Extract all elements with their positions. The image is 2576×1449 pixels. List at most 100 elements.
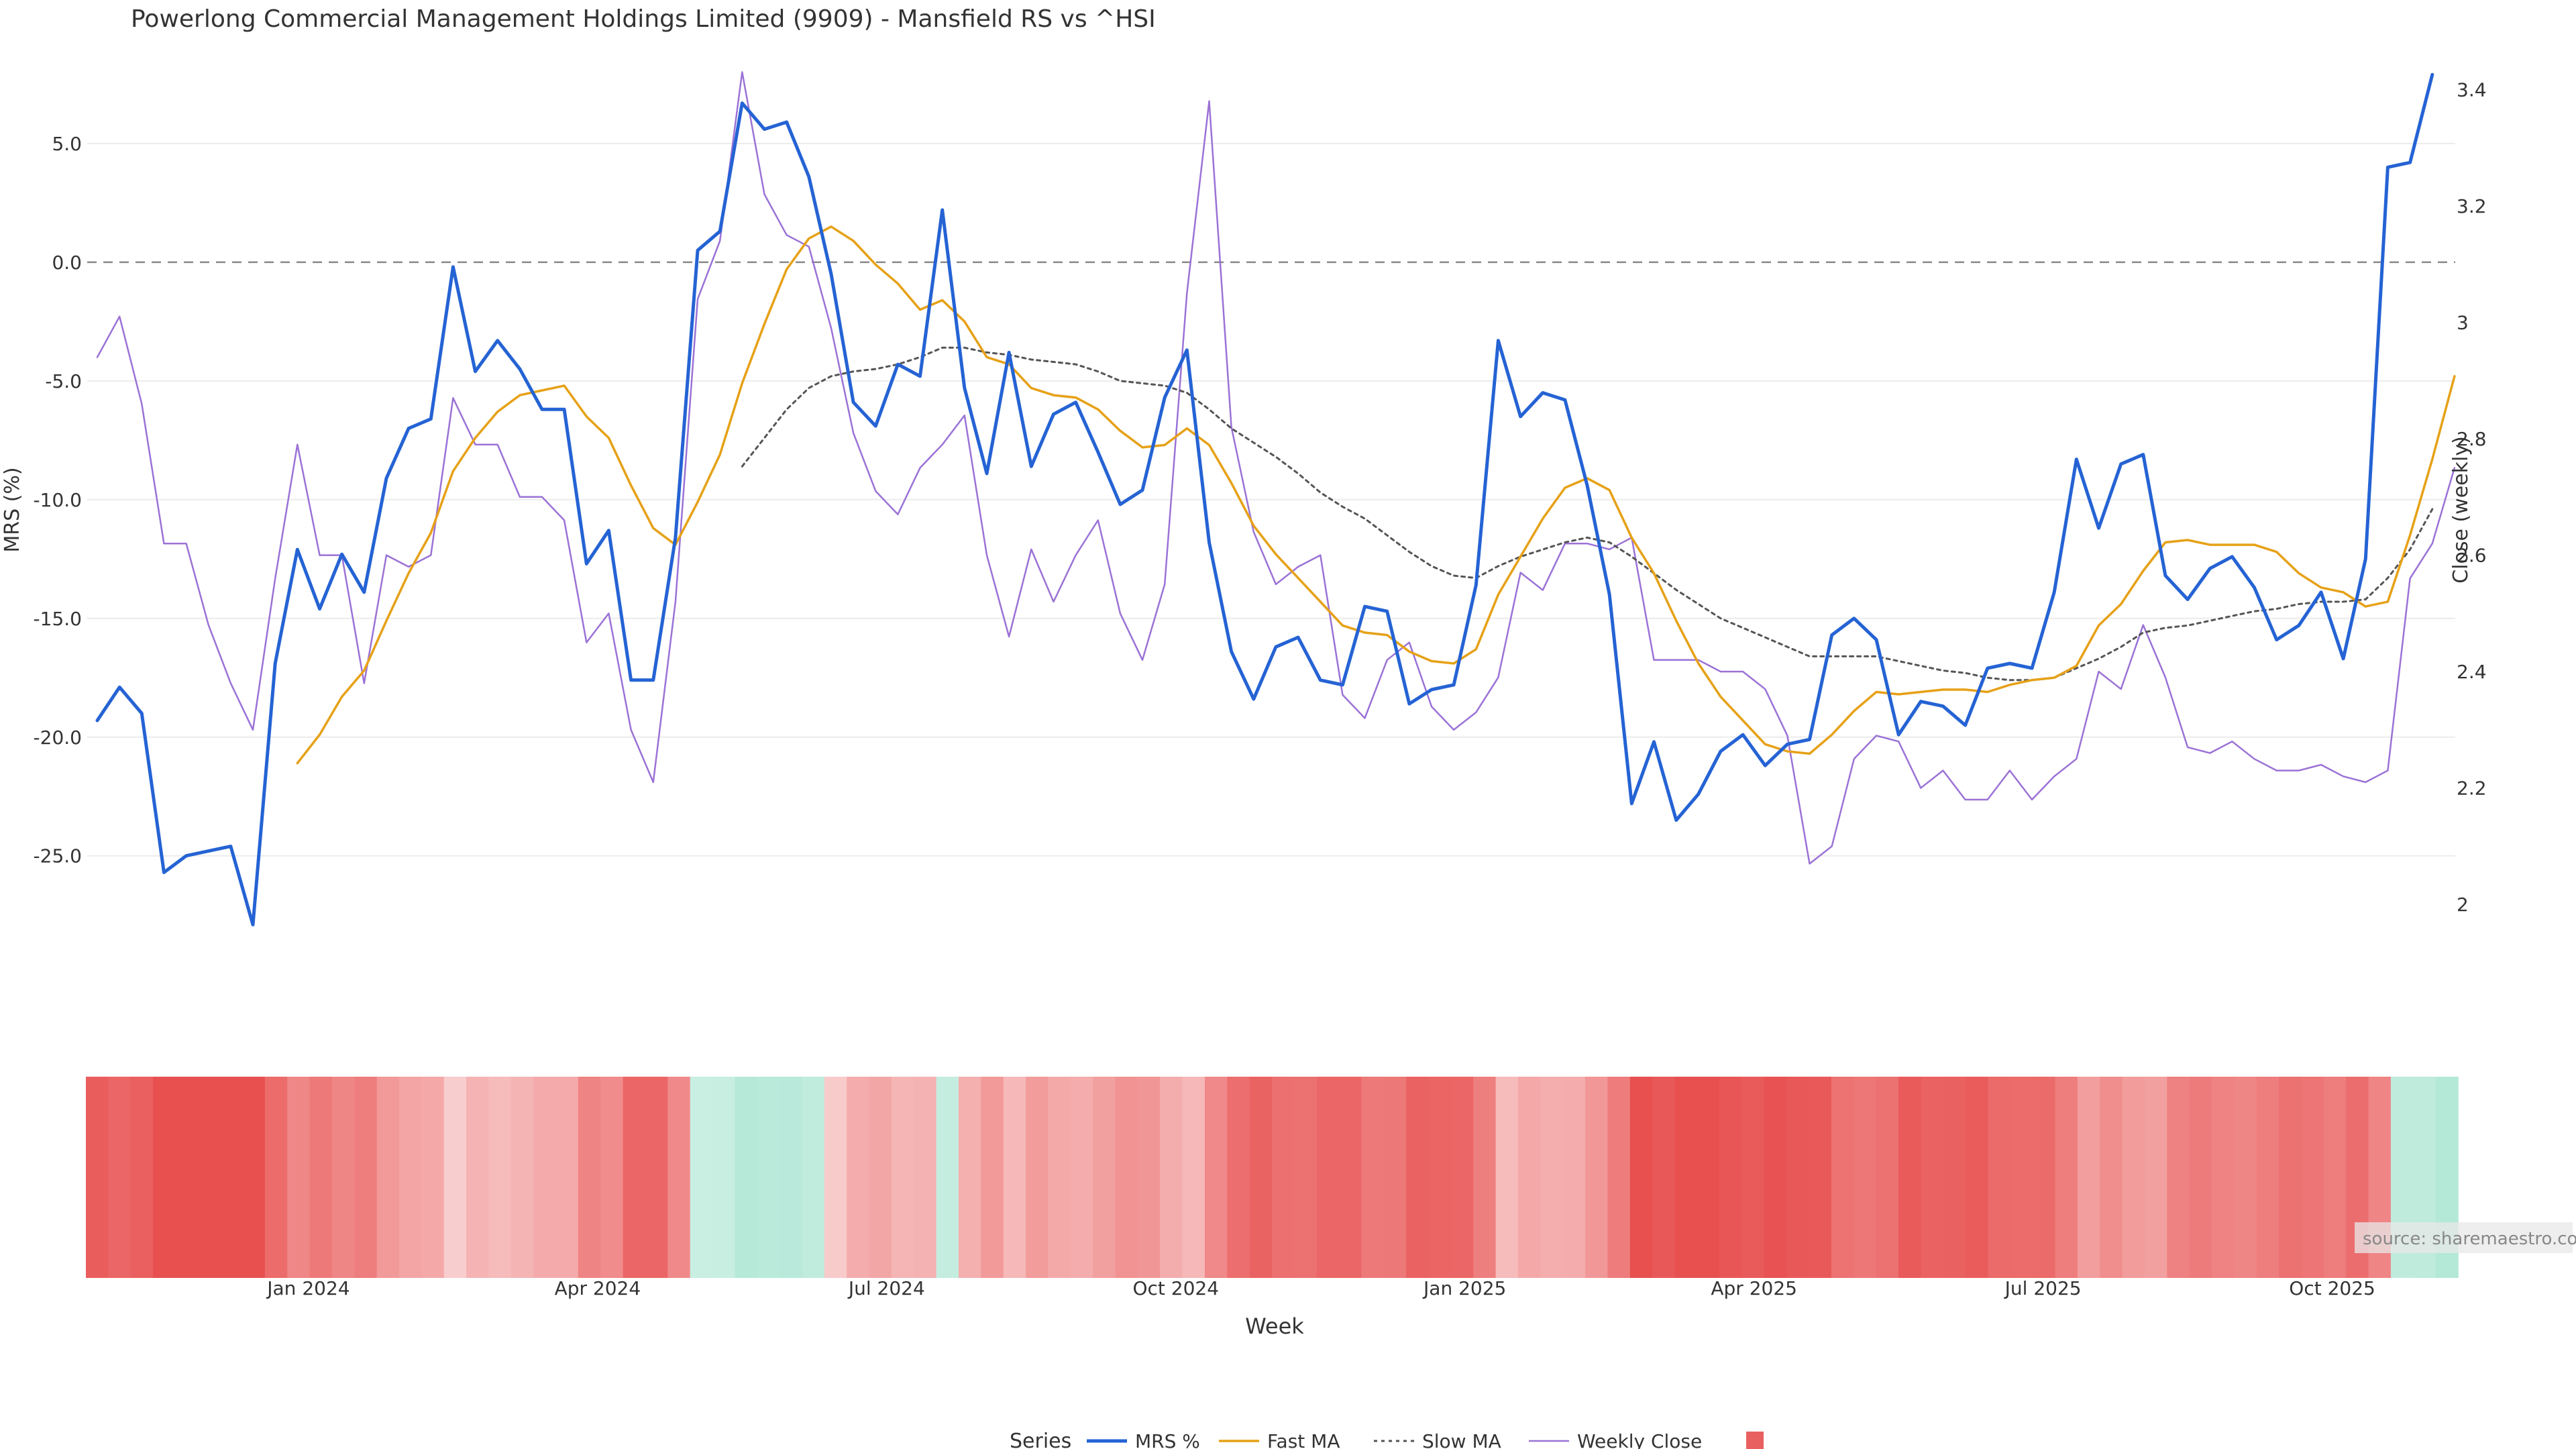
heat-cell: [869, 1077, 892, 1278]
gridlines: [87, 142, 2455, 857]
heat-cell: [1562, 1077, 1586, 1278]
heat-cell: [1361, 1077, 1385, 1278]
heat-cell: [1406, 1077, 1430, 1278]
x-tick-label: Oct 2025: [2289, 1277, 2375, 1299]
x-tick-label: Jan 2024: [266, 1277, 350, 1299]
heat-cell: [667, 1077, 691, 1278]
heat-cell: [1428, 1077, 1452, 1278]
series-line-slow-ma: [741, 346, 2434, 682]
y-tick-label: -25.0: [34, 845, 82, 867]
heat-cell: [1764, 1077, 1788, 1278]
heat-cell: [287, 1077, 311, 1278]
heat-cell: [108, 1077, 131, 1278]
legend-label: Slow MA: [1422, 1430, 1501, 1449]
heat-cell: [2212, 1077, 2235, 1278]
heat-cell: [1540, 1077, 1564, 1278]
y-tick-label: 0.0: [52, 252, 82, 274]
heat-cell: [1921, 1077, 1944, 1278]
heat-cell: [1629, 1077, 1653, 1278]
legend-title: Series: [1010, 1430, 1071, 1449]
heat-cell: [1227, 1077, 1250, 1278]
y2-tick-label: 3.2: [2457, 195, 2487, 217]
legend-label: MRS %: [1135, 1430, 1200, 1449]
y-axis-label: MRS (%): [1, 467, 24, 552]
heat-cell: [533, 1077, 557, 1278]
heat-cell: [175, 1077, 199, 1278]
heat-cell: [376, 1077, 400, 1278]
heat-cell: [1854, 1077, 1877, 1278]
heat-cell: [1741, 1077, 1765, 1278]
heat-cell: [1204, 1077, 1228, 1278]
heat-cell: [354, 1077, 378, 1278]
heat-cell: [1070, 1077, 1093, 1278]
heat-cell: [1786, 1077, 1810, 1278]
heat-cell: [466, 1077, 490, 1278]
heat-cell: [914, 1077, 937, 1278]
heat-cell: [1652, 1077, 1676, 1278]
y-tick-label: -10.0: [34, 489, 82, 511]
y-tick-label: -5.0: [45, 370, 82, 392]
heat-cell: [2122, 1077, 2145, 1278]
source-note: source: sharemaestro.com: [2363, 1229, 2576, 1249]
heat-cell: [1607, 1077, 1631, 1278]
heat-cell: [421, 1077, 445, 1278]
heat-cell: [197, 1077, 221, 1278]
heat-cell: [690, 1077, 713, 1278]
heat-cell: [264, 1077, 288, 1278]
heat-cell: [1026, 1077, 1049, 1278]
heat-cell: [1137, 1077, 1161, 1278]
heat-cell: [1450, 1077, 1474, 1278]
y2-tick-label: 2.4: [2457, 661, 2487, 683]
heat-cell: [1876, 1077, 1899, 1278]
heat-cell: [1943, 1077, 1966, 1278]
legend-heat-swatch: [1746, 1432, 1764, 1449]
heat-cell: [1719, 1077, 1743, 1278]
chart-title: Powerlong Commercial Management Holdings…: [131, 5, 1156, 33]
heat-cell: [309, 1077, 333, 1278]
y2-tick-label: 2: [2457, 894, 2469, 916]
heat-cell: [488, 1077, 512, 1278]
heat-cell: [1966, 1077, 1989, 1278]
heat-cell: [802, 1077, 825, 1278]
heat-cell: [2301, 1077, 2324, 1278]
y-tick-label: -20.0: [34, 727, 82, 749]
heat-cell: [1988, 1077, 2011, 1278]
heat-cell: [511, 1077, 534, 1278]
heat-cell: [600, 1077, 624, 1278]
heat-cell: [824, 1077, 847, 1278]
legend-label: Fast MA: [1267, 1430, 1340, 1449]
heat-cell: [1585, 1077, 1609, 1278]
heat-cell: [623, 1077, 646, 1278]
heat-cell: [2144, 1077, 2168, 1278]
heat-cell: [2077, 1077, 2101, 1278]
y2-tick-label: 3.4: [2457, 78, 2487, 101]
heat-cell: [735, 1077, 758, 1278]
heat-cell: [1160, 1077, 1183, 1278]
left-axis-ticks: 5.0 0.0 -5.0 -10.0 -15.0 -20.0 -25.0: [34, 133, 82, 867]
x-tick-label: Oct 2024: [1132, 1277, 1219, 1299]
heat-cell: [1674, 1077, 1698, 1278]
heat-cell: [1697, 1077, 1720, 1278]
heat-cell: [780, 1077, 803, 1278]
heat-cell: [578, 1077, 602, 1278]
heat-cell: [555, 1077, 579, 1278]
heat-cell: [130, 1077, 154, 1278]
x-tick-label: Apr 2025: [1711, 1277, 1797, 1299]
x-tick-label: Jul 2024: [847, 1277, 925, 1299]
legend-label: Weekly Close: [1577, 1430, 1702, 1449]
series-line-weekly-close: [96, 71, 2456, 865]
heat-cell: [2033, 1077, 2056, 1278]
series-line-fast-ma: [296, 225, 2456, 765]
heat-cell: [399, 1077, 423, 1278]
heat-cell: [2100, 1077, 2123, 1278]
heat-cell: [2279, 1077, 2302, 1278]
heat-cell: [86, 1077, 109, 1278]
heat-cell: [1003, 1077, 1026, 1278]
heat-cell: [2323, 1077, 2347, 1278]
x-axis-label: Week: [1245, 1313, 1304, 1339]
heat-cell: [757, 1077, 780, 1278]
series-lines: [95, 71, 2456, 926]
heat-cell: [220, 1077, 244, 1278]
heatmap-strip: [86, 1077, 2459, 1278]
